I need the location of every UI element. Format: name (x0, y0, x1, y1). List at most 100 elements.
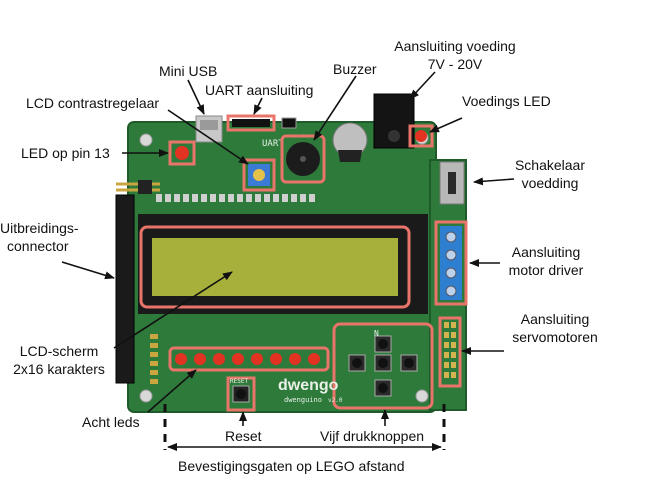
arrow-lcd-screen (113, 271, 233, 349)
silk-reset: RESET (230, 378, 248, 385)
capacitor-base (338, 150, 362, 162)
header-pin (174, 194, 180, 202)
arrow-power-switch (473, 177, 515, 186)
mounting-hole (139, 133, 153, 147)
led (232, 353, 244, 365)
servo-pin (444, 372, 449, 378)
lcd-header-pins (156, 194, 315, 202)
side-pin (150, 352, 158, 357)
silk-uart: UART (262, 139, 284, 149)
push-button-cap (378, 358, 388, 368)
servo-pin (444, 342, 449, 348)
led (270, 353, 282, 365)
label-servo: Aansluiting servomotoren (512, 311, 598, 345)
mini-usb-opening (200, 120, 218, 130)
led (175, 353, 187, 365)
arrow-lcd-contrast (167, 109, 249, 165)
arrow-uart (253, 97, 263, 115)
header-pin (255, 194, 261, 202)
label-reset: Reset (225, 428, 262, 444)
expansion-connector (115, 194, 135, 384)
pin-header-top-left (116, 180, 160, 194)
label-power-switch: Schakelaar voedding (514, 157, 586, 191)
led (194, 353, 206, 365)
arrow-power-led (429, 117, 463, 133)
led (289, 353, 301, 365)
power-jack-hole (388, 130, 400, 142)
header-pin (228, 194, 234, 202)
side-pin (150, 343, 158, 348)
label-lcd-contrast: LCD contrastregelaar (26, 95, 160, 111)
header-pin (300, 194, 306, 202)
label-mounting-holes: Bevestigingsgaten op LEGO afstand (178, 458, 405, 474)
terminal-screw (445, 249, 457, 261)
arrow-power-connection (409, 71, 436, 100)
servo-header-highlight (438, 316, 462, 388)
header-pin (156, 194, 162, 202)
servo-pin (444, 322, 449, 328)
header-pin (282, 194, 288, 202)
brand-version: v2.0 (328, 397, 343, 404)
label-eight-leds: Acht leds (82, 414, 140, 430)
header-pin (237, 194, 243, 202)
push-button-cap (378, 383, 388, 393)
uart-header (232, 119, 270, 127)
label-mini-usb: Mini USB (159, 63, 218, 79)
header-pin (219, 194, 225, 202)
arrow-buzzer (313, 75, 357, 141)
buzzer-highlight (280, 134, 326, 184)
servo-pin (451, 372, 456, 378)
arrow-mini-usb (187, 79, 205, 115)
reset-cap (236, 389, 246, 399)
arrow-expansion (61, 261, 115, 280)
led-pin13 (175, 146, 189, 160)
side-pin (150, 334, 158, 339)
uart-highlight (226, 114, 276, 132)
header-pin (273, 194, 279, 202)
header-pin (264, 194, 270, 202)
servo-pin (444, 332, 449, 338)
header-pin (309, 194, 315, 202)
servo-pin (451, 342, 456, 348)
eight-leds-highlight (168, 346, 330, 372)
header-pin (246, 194, 252, 202)
power-led-highlight (408, 124, 434, 148)
terminal-screw (445, 285, 457, 297)
label-led-pin13: LED op pin 13 (21, 145, 110, 161)
servo-pin (451, 362, 456, 368)
led (251, 353, 263, 365)
servo-pin (451, 332, 456, 338)
led-pin13-highlight (168, 140, 196, 166)
power-led (415, 130, 427, 142)
header-pin (291, 194, 297, 202)
lcd-highlight (139, 225, 411, 309)
push-button-cap (378, 339, 388, 349)
silk-button-n: N (374, 329, 379, 338)
five-buttons-highlight (332, 322, 434, 410)
led (308, 353, 320, 365)
label-buzzer: Buzzer (333, 61, 377, 77)
motor-driver-highlight (434, 220, 468, 306)
small-jumper (281, 117, 297, 129)
power-switch-lever (448, 172, 456, 194)
header-pin (192, 194, 198, 202)
mounting-hole (139, 389, 153, 403)
motor-driver-terminal (440, 226, 462, 300)
servo-pin (451, 352, 456, 358)
servo-pin (451, 322, 456, 328)
label-power-led: Voedings LED (462, 93, 551, 109)
servo-pin (444, 352, 449, 358)
header-pin (183, 194, 189, 202)
label-five-buttons: Vijf drukknoppen (320, 428, 425, 444)
header-pin (210, 194, 216, 202)
servo-header-pins (444, 322, 456, 378)
buzzer-hole (300, 156, 306, 162)
mounting-hole (415, 389, 429, 403)
push-button-cap (404, 358, 414, 368)
pot-knob (253, 169, 265, 181)
side-pin (150, 379, 158, 384)
label-expansion: Uitbreidings- connector (0, 220, 79, 254)
terminal-screw (445, 267, 457, 279)
label-uart: UART aansluiting (205, 82, 314, 98)
